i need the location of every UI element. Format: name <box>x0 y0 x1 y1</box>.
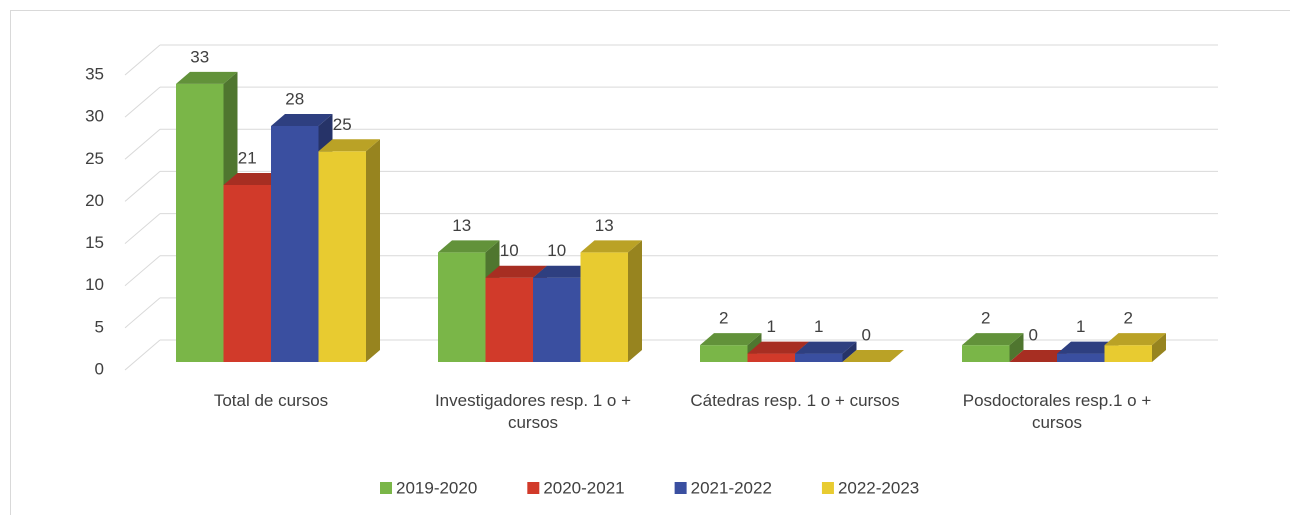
legend-swatch <box>674 482 687 494</box>
bar-front <box>1104 345 1152 362</box>
grid-line-wall <box>124 86 161 118</box>
bar-top <box>318 139 380 152</box>
bar-side <box>1009 333 1024 362</box>
bar-top <box>580 240 642 253</box>
data-label: 1 <box>814 317 823 336</box>
bar-top <box>438 240 500 253</box>
grid-line-wall <box>124 128 161 160</box>
bar-top <box>1057 341 1119 354</box>
bar-top <box>1009 350 1071 362</box>
grid-line-wall <box>124 297 161 329</box>
data-label: 2 <box>981 309 990 328</box>
legend-label: 2020-2021 <box>543 478 624 497</box>
data-label: 21 <box>238 148 257 167</box>
bar-front <box>747 353 795 362</box>
bar-top <box>176 71 238 84</box>
y-tick-label: 10 <box>85 275 104 294</box>
bar-side <box>1152 333 1166 362</box>
data-label: 10 <box>500 241 519 260</box>
data-label: 13 <box>452 216 471 235</box>
bar-front <box>318 151 366 362</box>
bar <box>962 333 1024 362</box>
data-label: 33 <box>190 47 209 66</box>
chart-border <box>10 10 1290 515</box>
bar-front <box>533 277 581 362</box>
bar-front <box>271 126 319 362</box>
bar-side <box>366 139 380 362</box>
y-tick-label: 35 <box>85 64 104 83</box>
bar-front <box>700 345 748 362</box>
bar <box>1009 350 1071 362</box>
y-tick-label: 30 <box>85 107 104 126</box>
grid-line-wall <box>124 171 161 202</box>
grid-line-wall <box>124 213 161 244</box>
bar-front <box>795 353 843 362</box>
data-label: 10 <box>547 241 566 260</box>
bar-top <box>795 341 857 354</box>
bar <box>1104 333 1166 362</box>
bar <box>318 139 380 362</box>
x-tick-label: Cátedras resp. 1 o + cursos <box>690 391 900 410</box>
bar-top <box>962 333 1024 346</box>
bar-top <box>485 265 547 278</box>
legend-label: 2021-2022 <box>691 478 772 497</box>
grid-line-wall <box>124 339 161 371</box>
bar-front <box>223 185 271 362</box>
y-tick-label: 5 <box>95 317 104 336</box>
bar-front <box>438 252 486 362</box>
bar-top <box>1104 333 1166 346</box>
bar-top <box>271 114 333 126</box>
data-label: 0 <box>1029 325 1038 344</box>
bar-front <box>176 83 224 362</box>
grid-line-wall <box>124 255 161 287</box>
bar-side <box>628 240 642 362</box>
x-tick-label: Investigadores resp. 1 o + cursos <box>434 391 632 432</box>
y-tick-label: 20 <box>85 191 104 210</box>
bar-top <box>223 173 285 185</box>
data-label: 0 <box>862 325 871 344</box>
data-label: 2 <box>719 309 728 328</box>
legend-swatch <box>527 482 540 494</box>
bar-front <box>485 277 533 362</box>
x-tick-label: Posdoctorales resp.1 o + cursos <box>962 391 1152 432</box>
bar-top <box>747 341 809 354</box>
data-label: 1 <box>767 317 776 336</box>
bar <box>795 341 857 362</box>
bar <box>842 350 904 362</box>
legend-swatch <box>380 482 392 494</box>
bar-top <box>533 265 595 278</box>
data-label: 25 <box>333 115 352 134</box>
y-tick-label: 15 <box>85 233 104 252</box>
bar-top <box>700 333 762 346</box>
data-label: 13 <box>595 216 614 235</box>
bar <box>580 240 642 362</box>
bar-side <box>842 341 857 362</box>
data-label: 28 <box>285 89 304 108</box>
legend-swatch <box>821 482 834 494</box>
grid-line-wall <box>124 44 161 76</box>
x-tick-label: Total de cursos <box>213 391 329 410</box>
bar-front <box>1057 353 1105 362</box>
bar-front <box>580 252 628 362</box>
legend-label: 2022-2023 <box>838 478 919 497</box>
y-tick-label: 25 <box>85 149 104 168</box>
data-label: 2 <box>1124 309 1133 328</box>
data-label: 1 <box>1076 317 1085 336</box>
bar <box>700 333 762 362</box>
bar-top <box>842 350 904 362</box>
legend-label: 2019-2020 <box>396 478 477 497</box>
y-tick-label: 0 <box>95 359 104 378</box>
bar-front <box>962 345 1010 362</box>
